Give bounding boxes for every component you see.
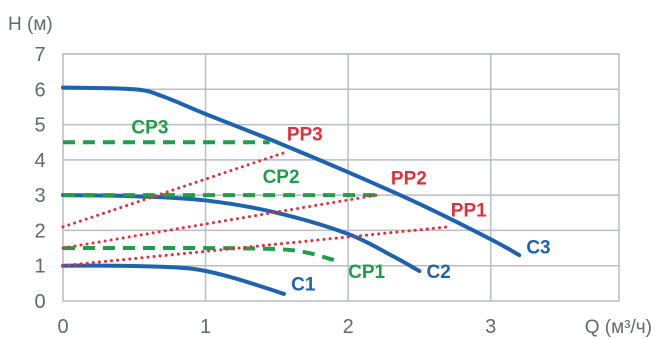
series-label-c1: C1	[291, 274, 316, 295]
x-axis-title: Q (м³/ч)	[585, 317, 652, 338]
series-label-cp2: CP2	[263, 167, 300, 188]
series-line-c3	[61, 85, 522, 258]
y-tick-label: 2	[34, 220, 45, 242]
series-line-pp1	[61, 225, 450, 268]
series-label-c3: C3	[526, 237, 550, 258]
series-labels: C1 C2 C3 CP1 CP2 CP3 PP1 PP2 PP3	[131, 117, 550, 295]
y-tick-label: 5	[34, 115, 45, 137]
x-tick-label: 2	[343, 316, 354, 338]
x-tick-label: 3	[485, 316, 496, 338]
axes: 0 1 2 3 4 5 6 7 0 1 2 3	[34, 44, 496, 338]
series-label-cp3: CP3	[131, 117, 168, 138]
series-lines	[61, 85, 522, 296]
y-axis-title: H (м)	[8, 14, 53, 35]
y-tick-label: 7	[34, 44, 45, 66]
x-tick-label: 0	[57, 316, 68, 338]
series-line-pp2	[61, 193, 379, 250]
series-label-cp1: CP1	[348, 262, 385, 283]
grid	[62, 53, 620, 302]
series-label-pp1: PP1	[451, 200, 487, 221]
series-label-pp2: PP2	[391, 169, 427, 190]
y-tick-label: 0	[34, 291, 45, 313]
y-tick-label: 1	[34, 256, 45, 278]
series-label-pp3: PP3	[287, 124, 323, 145]
y-tick-label: 6	[34, 79, 45, 101]
x-tick-label: 1	[200, 316, 211, 338]
series-line-c1	[61, 263, 286, 296]
y-tick-label: 4	[34, 150, 45, 172]
series-line-pp3	[61, 151, 286, 229]
series-line-cp1	[62, 245, 342, 265]
y-tick-label: 3	[34, 185, 45, 207]
series-label-c2: C2	[427, 262, 451, 283]
